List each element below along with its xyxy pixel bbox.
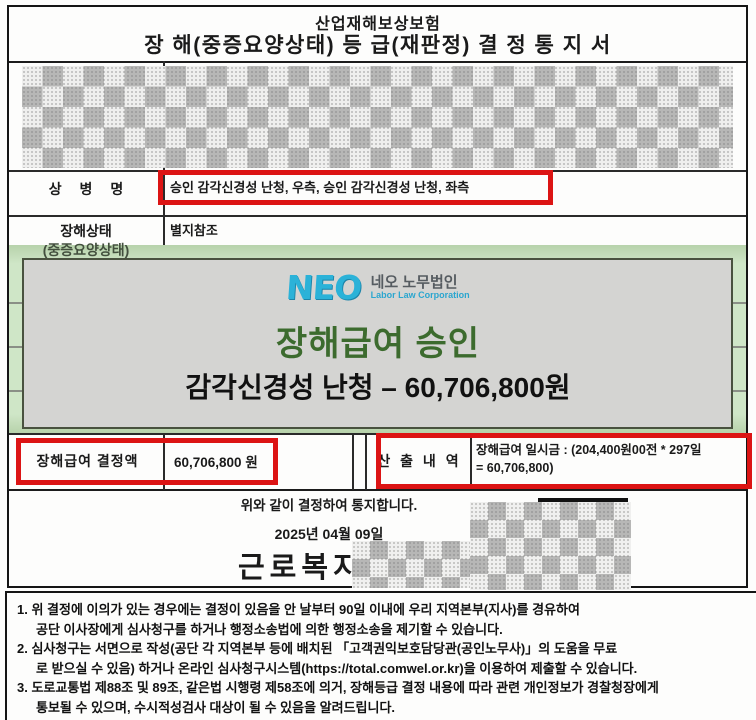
footer-note-2: 2. 심사청구는 서면으로 작성(공단 각 지역본부 등에 배치된 「고객권익보…: [17, 639, 756, 678]
logo-english-name: Labor Law Corporation: [370, 289, 470, 300]
decision-date: 2025년 04월 09일: [274, 526, 384, 542]
hidden-row-tick: [733, 390, 746, 392]
document-title-main: 장 해(중증요양상태) 등 급(재판정) 결 정 통 지 서: [144, 34, 612, 57]
state-label-line2: (중증요양상태): [42, 242, 130, 258]
calc-label: 산 출 내 역: [377, 453, 459, 469]
table-col-divider-3: [365, 433, 367, 490]
table-row-line-4: [9, 489, 746, 491]
footer-note-3: 3. 도로교통법 제88조 및 89조, 같은법 시행령 제58조에 의거, 장…: [17, 678, 756, 717]
state-value: 별지참조: [170, 223, 218, 238]
hidden-row-tick: [9, 346, 22, 348]
law-firm-overlay-card: [22, 258, 733, 429]
award-value: 60,706,800 원: [174, 455, 258, 470]
red-highlight-award: [16, 438, 278, 485]
state-label-line1: 장해상태: [60, 223, 112, 239]
footer-note-2-line1: 2. 심사청구는 서면으로 작성(공단 각 지역본부 등에 배치된 「고객권익보…: [17, 641, 618, 656]
redaction-block-stamp-left: [352, 541, 470, 588]
diagnosis-label: 상 병 명: [48, 181, 124, 197]
redaction-block-personal-info: [22, 66, 733, 168]
footer-note-1: 1. 위 결정에 이의가 있는 경우에는 결정이 있음을 안 날부터 90일 이…: [17, 600, 756, 639]
logo-korean-name: 네오 노무법인: [370, 273, 458, 291]
redaction-block-stamp: [470, 502, 631, 590]
hidden-row-tick: [733, 346, 746, 348]
footer-note-1-line1: 1. 위 결정에 이의가 있는 경우에는 결정이 있음을 안 날부터 90일 이…: [17, 602, 580, 617]
overlay-headline: 장해급여 승인: [275, 325, 481, 363]
diagnosis-value: 승인 감각신경성 난청, 우측, 승인 감각신경성 난청, 좌측: [170, 180, 470, 195]
table-col-divider-2: [352, 433, 354, 490]
table-top-line: [9, 61, 746, 63]
footer-note-3-line1: 3. 도로교통법 제88조 및 89조, 같은법 시행령 제58조에 의거, 장…: [17, 680, 659, 695]
award-label: 장해급여 결정액: [36, 453, 139, 469]
calc-value-line1: 장해급여 일시금 : (204,400원00전 * 297일: [476, 443, 702, 457]
footer-note-2-line2: 로 받으실 수 있음) 하거나 온라인 심사청구시스템(https://tota…: [36, 660, 638, 676]
decision-statement: 위와 같이 결정하여 통지합니다.: [240, 498, 418, 513]
law-firm-logo: NEO 네오 노무법인 Labor Law Corporation: [0, 268, 756, 307]
overlay-amount-line: 감각신경성 난청 – 60,706,800원: [185, 372, 571, 403]
footer-notes-box: 1. 위 결정에 이의가 있는 경우에는 결정이 있음을 안 날부터 90일 이…: [5, 591, 756, 720]
table-col-divider-4: [470, 435, 472, 489]
hidden-row-tick: [9, 390, 22, 392]
red-highlight-diagnosis: [158, 170, 553, 205]
footer-note-3-line2: 통보될 수 있으며, 수시적성검사 대상이 될 수 있음을 알려드립니다.: [36, 699, 396, 715]
hidden-row-tick: [733, 302, 746, 304]
hidden-row-tick: [9, 302, 22, 304]
table-row-line-2: [9, 215, 746, 217]
calc-value-line2: = 60,706,800): [476, 461, 554, 475]
document-title-insurance: 산업재해보상보험: [315, 16, 441, 33]
stamp-top-bar: [538, 498, 628, 502]
neo-logo-icon: NEO: [285, 268, 363, 307]
footer-note-1-line2: 공단 이사장에게 심사청구를 하거나 행정소송법에 의한 행정소송을 제기할 수…: [36, 621, 503, 637]
red-highlight-calc: [376, 433, 752, 489]
